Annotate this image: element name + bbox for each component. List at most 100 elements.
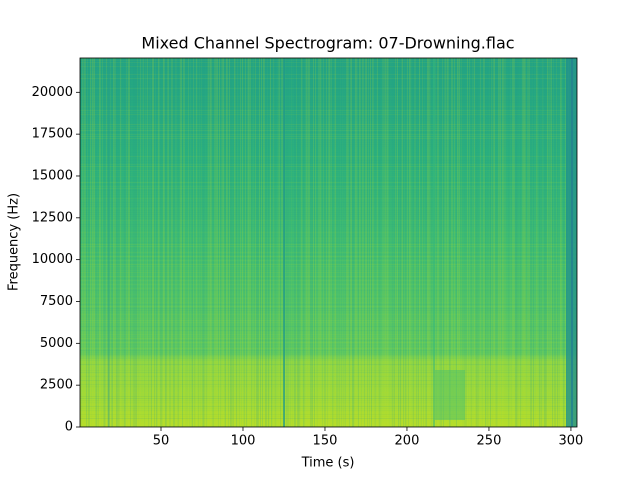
- texture: [386, 58, 387, 427]
- texture: [126, 58, 127, 427]
- texture: [87, 58, 88, 427]
- texture: [80, 360, 577, 361]
- texture: [80, 258, 577, 259]
- texture: [80, 214, 577, 215]
- texture: [80, 288, 577, 289]
- texture: [107, 58, 108, 427]
- texture: [80, 358, 577, 359]
- texture: [100, 58, 101, 427]
- texture: [471, 58, 472, 427]
- texture: [327, 58, 328, 427]
- texture: [210, 58, 211, 427]
- texture: [513, 58, 514, 427]
- texture: [80, 200, 577, 201]
- texture: [527, 58, 528, 427]
- texture: [385, 58, 386, 427]
- texture: [356, 58, 357, 427]
- texture: [80, 82, 577, 83]
- texture: [402, 58, 403, 427]
- texture: [339, 58, 340, 427]
- texture: [178, 58, 179, 427]
- texture: [80, 92, 577, 93]
- texture: [235, 58, 236, 427]
- texture: [80, 308, 577, 309]
- texture: [554, 58, 555, 427]
- texture: [367, 58, 368, 427]
- texture: [124, 58, 125, 427]
- texture: [80, 426, 577, 427]
- texture: [80, 102, 577, 103]
- texture: [99, 58, 100, 427]
- texture: [80, 78, 577, 79]
- texture: [556, 58, 557, 427]
- texture: [514, 58, 515, 427]
- texture: [294, 58, 295, 427]
- texture: [498, 58, 499, 427]
- texture: [225, 58, 226, 427]
- texture: [80, 124, 577, 125]
- texture: [102, 58, 103, 427]
- texture: [80, 420, 577, 421]
- texture: [80, 156, 577, 157]
- texture: [270, 58, 271, 427]
- texture: [143, 58, 144, 427]
- texture: [80, 404, 577, 405]
- texture: [80, 212, 577, 213]
- texture: [410, 58, 411, 427]
- texture: [310, 58, 311, 427]
- texture: [456, 58, 457, 427]
- texture: [148, 58, 149, 427]
- texture: [113, 58, 114, 427]
- texture: [80, 324, 577, 325]
- texture: [80, 172, 577, 173]
- texture: [95, 58, 96, 427]
- texture: [230, 58, 231, 427]
- texture: [80, 406, 577, 407]
- texture: [118, 58, 119, 427]
- texture: [546, 58, 547, 427]
- texture: [80, 394, 577, 395]
- texture: [414, 58, 415, 427]
- texture: [80, 270, 577, 271]
- texture: [464, 58, 465, 427]
- texture: [196, 58, 197, 427]
- texture: [80, 386, 577, 387]
- texture: [426, 58, 427, 427]
- texture: [202, 58, 203, 427]
- texture: [80, 342, 577, 343]
- texture: [80, 238, 577, 239]
- texture: [220, 58, 221, 427]
- texture: [413, 58, 414, 427]
- texture: [80, 70, 577, 71]
- texture: [565, 58, 566, 427]
- texture: [80, 256, 577, 257]
- texture: [153, 58, 154, 427]
- texture: [166, 58, 167, 427]
- texture: [345, 58, 346, 427]
- texture: [271, 58, 272, 427]
- texture: [136, 58, 137, 427]
- texture: [191, 58, 192, 427]
- texture: [209, 58, 210, 427]
- texture: [326, 58, 327, 427]
- texture: [80, 84, 577, 85]
- texture: [401, 58, 402, 427]
- texture: [152, 58, 153, 427]
- texture: [80, 284, 577, 285]
- texture: [440, 58, 441, 427]
- texture: [204, 58, 205, 427]
- texture: [80, 182, 577, 183]
- texture: [262, 58, 263, 427]
- texture: [245, 58, 246, 427]
- texture: [493, 58, 494, 427]
- texture: [377, 58, 378, 427]
- texture: [341, 58, 342, 427]
- texture: [337, 58, 338, 427]
- texture: [273, 58, 274, 427]
- texture: [80, 134, 577, 135]
- texture: [80, 388, 577, 389]
- spectrogram-image: [80, 58, 577, 427]
- texture: [80, 390, 577, 391]
- texture: [364, 58, 365, 427]
- texture: [335, 58, 336, 427]
